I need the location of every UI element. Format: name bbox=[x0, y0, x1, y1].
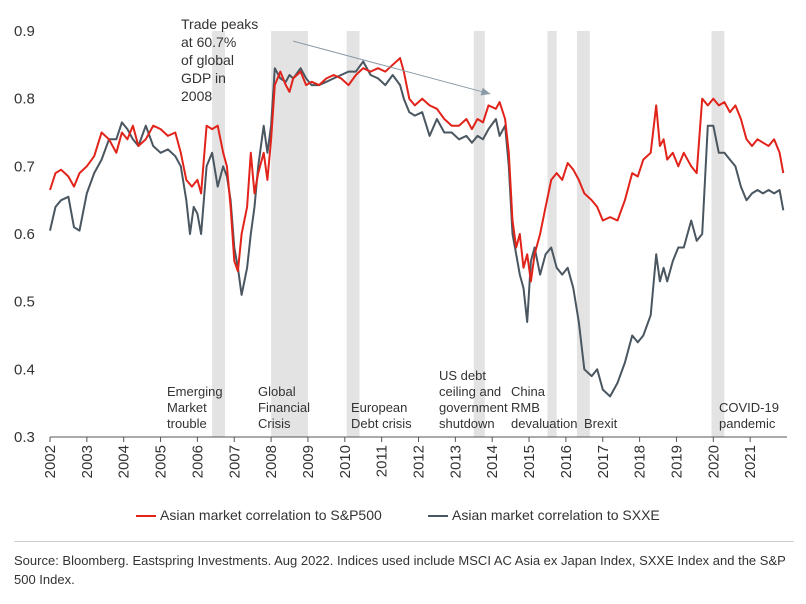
legend-item-sxxe: Asian market correlation to SXXE bbox=[428, 507, 660, 523]
x-tick-label: 2013 bbox=[447, 445, 464, 478]
series-line-sxxe bbox=[49, 60, 785, 398]
trade-peak-arrowhead bbox=[480, 87, 491, 96]
legend-item-sp500: Asian market correlation to S&P500 bbox=[136, 507, 382, 523]
shaded-period-3 bbox=[473, 31, 485, 437]
y-tick-label: 0.9 bbox=[14, 23, 35, 40]
y-tick-label: 0.8 bbox=[14, 91, 35, 108]
x-tick-label: 2011 bbox=[374, 445, 391, 477]
y-tick-label: 0.4 bbox=[14, 361, 35, 378]
event-annotation-line: US debt bbox=[439, 368, 486, 383]
source-note: Source: Bloomberg. Eastspring Investment… bbox=[14, 553, 786, 587]
x-tick-label: 2019 bbox=[668, 445, 685, 478]
event-annotation-line: COVID-19 bbox=[719, 400, 779, 415]
series-line-sp500 bbox=[49, 57, 785, 283]
event-annotation-line: Market bbox=[167, 400, 207, 415]
x-tick-label: 2002 bbox=[42, 445, 59, 478]
x-tick-label: 2003 bbox=[79, 445, 96, 478]
trade-peak-annotation-line: Trade peaks bbox=[181, 16, 258, 32]
event-annotation-line: shutdown bbox=[439, 416, 495, 431]
shaded-period-6 bbox=[711, 31, 725, 437]
series-lines bbox=[49, 57, 785, 398]
event-annotation-line: China bbox=[511, 384, 546, 399]
x-tick-label: 2006 bbox=[189, 445, 206, 478]
x-tick-label: 2015 bbox=[521, 445, 538, 478]
x-tick-label: 2004 bbox=[116, 445, 133, 478]
x-tick-label: 2016 bbox=[558, 445, 575, 478]
chart-legend: Asian market correlation to S&P500 Asian… bbox=[0, 507, 806, 527]
event-shaded-periods bbox=[212, 31, 725, 437]
event-annotation-line: government bbox=[439, 400, 508, 415]
y-tick-label: 0.5 bbox=[14, 294, 35, 311]
event-annotation-line: devaluation bbox=[511, 416, 578, 431]
y-tick-label: 0.3 bbox=[14, 429, 35, 446]
legend-label-sp500: Asian market correlation to S&P500 bbox=[160, 507, 382, 523]
trade-peak-annotation-line: GDP in bbox=[181, 70, 226, 86]
source-divider bbox=[14, 541, 794, 542]
event-annotation-line: Brexit bbox=[584, 416, 618, 431]
y-tick-label: 0.6 bbox=[14, 226, 35, 243]
event-annotation-line: Debt crisis bbox=[351, 416, 412, 431]
event-annotation-line: European bbox=[351, 400, 407, 415]
event-annotation-line: Emerging bbox=[167, 384, 223, 399]
x-tick-label: 2005 bbox=[153, 445, 170, 478]
event-annotation-line: RMB bbox=[511, 400, 540, 415]
trade-peak-annotation-line: at 60.7% bbox=[181, 34, 236, 50]
x-tick-label: 2018 bbox=[632, 445, 649, 478]
shaded-period-0 bbox=[212, 31, 226, 437]
legend-swatch-sxxe bbox=[428, 515, 448, 518]
x-tick-label: 2007 bbox=[226, 445, 243, 478]
x-tick-label: 2012 bbox=[411, 445, 428, 478]
trade-peak-annotation: Trade peaks at 60.7% of global GDP in 2008 bbox=[181, 16, 491, 104]
event-annotation-5: Brexit bbox=[584, 416, 618, 431]
legend-swatch-sp500 bbox=[136, 515, 156, 518]
x-tick-label: 2009 bbox=[300, 445, 317, 478]
shaded-period-2 bbox=[346, 31, 360, 437]
x-tick-label: 2014 bbox=[484, 445, 501, 478]
shaded-period-5 bbox=[576, 31, 590, 437]
x-tick-label: 2008 bbox=[263, 445, 280, 478]
x-tick-label: 2010 bbox=[337, 445, 354, 478]
shaded-period-4 bbox=[547, 31, 557, 437]
event-annotation-line: Financial bbox=[258, 400, 310, 415]
legend-label-sxxe: Asian market correlation to SXXE bbox=[452, 507, 660, 523]
correlation-line-chart: 0.30.40.50.60.70.80.9 2002 2003 2004 2005 20… bbox=[14, 16, 787, 478]
trade-peak-arrow bbox=[293, 40, 491, 95]
y-axis: 0.3 0.4 0.5 0.6 0.7 0.8 0.9 bbox=[14, 23, 35, 446]
y-tick-label: 0.7 bbox=[14, 158, 35, 175]
trade-peak-annotation-line: 2008 bbox=[181, 88, 212, 104]
event-annotation-line: pandemic bbox=[719, 416, 776, 431]
event-annotation-line: Global bbox=[258, 384, 296, 399]
event-annotation-line: ceiling and bbox=[439, 384, 501, 399]
x-tick-label: 2017 bbox=[595, 445, 612, 478]
trade-peak-annotation-line: of global bbox=[181, 52, 234, 68]
x-axis: 2002 2003 2004 2005 2006 2007 2008 2009 2010 2011… bbox=[42, 436, 787, 478]
x-tick-label: 2021 bbox=[742, 445, 759, 478]
shaded-period-1 bbox=[271, 31, 308, 437]
x-tick-label: 2020 bbox=[705, 445, 722, 478]
event-annotation-line: trouble bbox=[167, 416, 207, 431]
event-annotation-line: Crisis bbox=[258, 416, 291, 431]
